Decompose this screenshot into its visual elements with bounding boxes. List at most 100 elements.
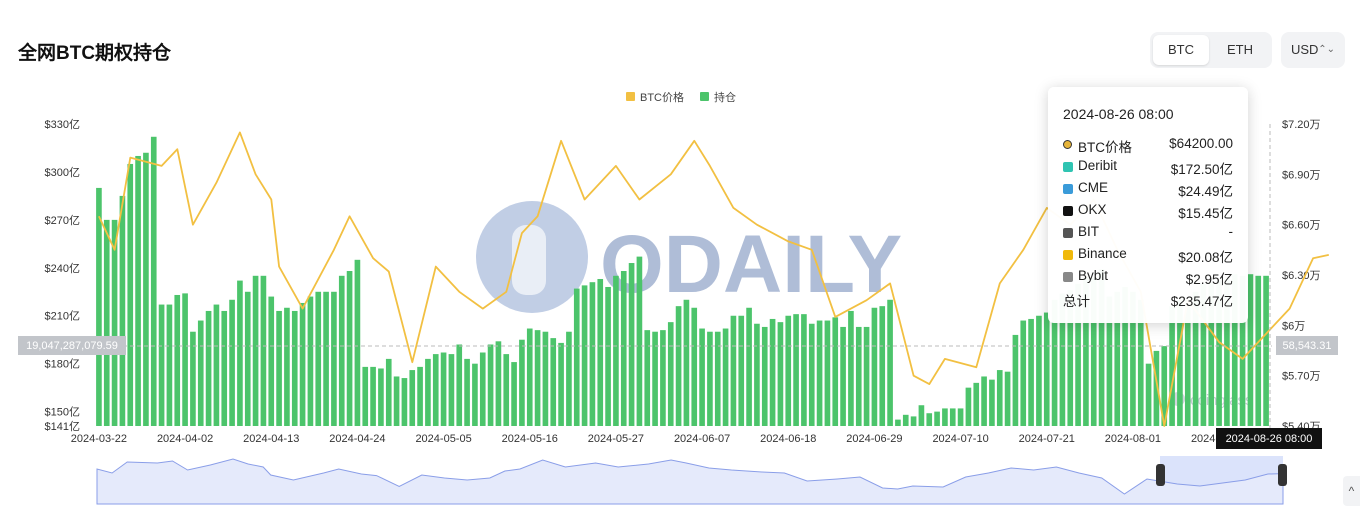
oi-bar [660,330,666,426]
oi-bar [1200,283,1207,426]
oi-bar [1122,286,1128,426]
oi-bar [652,331,658,426]
x-tick-label: 2024-05-27 [588,433,644,445]
x-tick-label: 2024-04-13 [243,433,299,445]
oi-bar [1184,299,1191,426]
oi-bar [573,288,580,426]
oi-bar [511,362,517,426]
oi-bar [605,286,611,426]
okx-icon [1063,206,1073,216]
tooltip-row: OKX $15.45亿 [1063,202,1233,222]
legend-price-swatch [626,92,635,101]
currency-value: USD [1291,42,1319,57]
tooltip-row-value: $2.95亿 [1185,272,1233,287]
oi-bar [127,163,134,426]
tooltip-row: Deribit $172.50亿 [1063,158,1233,178]
oi-bar [1192,291,1199,426]
oi-bar [808,323,815,426]
oi-bar [331,291,337,426]
oi-bar [1004,371,1011,426]
oi-bar [244,291,251,426]
oi-bar [354,259,361,426]
oi-bar [816,320,823,426]
oi-bar [667,322,674,426]
oi-bar [393,376,400,426]
oi-bar [863,326,870,426]
oi-bar [479,352,486,426]
oi-bar [730,315,737,426]
oi-bar [307,296,314,426]
oi-bar [378,368,384,426]
oi-bar [190,331,196,426]
y-right-tick-label: $6.90万 [1282,169,1321,181]
tooltip-row-name: CME [1078,180,1108,195]
x-tick-label: 2024-03-22 [71,433,127,445]
scroll-up-button[interactable]: ^ [1343,476,1360,506]
oi-bar [346,271,353,426]
oi-bar [691,307,698,426]
tooltip-row-name: OKX [1078,202,1107,217]
y-right-tick-label: $6万 [1282,320,1305,332]
oi-bar [213,304,220,426]
y-left-tick-label: $270亿 [45,214,80,227]
oi-bar [934,411,940,426]
oi-bar [926,413,933,426]
btc-tab[interactable]: BTC [1153,35,1209,65]
oi-bar [1208,282,1215,426]
oi-bar [871,307,878,426]
oi-bar [558,342,564,426]
oi-bar [1106,296,1113,426]
oi-bar [675,306,682,426]
x-tick-label: 2024-06-07 [674,433,730,445]
oi-bar [1028,318,1034,426]
oi-bar [542,331,549,426]
x-tick-label: 2024-06-18 [760,433,816,445]
navigator-left-handle [1156,464,1165,486]
oi-bar [1161,346,1168,426]
tooltip-row-name: BIT [1078,224,1100,239]
tooltip-row-name: 总计 [1063,294,1090,309]
oi-bar [746,307,752,426]
oi-bar [284,307,290,426]
oi-bar [981,376,987,426]
oi-bar [1153,350,1160,426]
oi-bar [1020,320,1027,426]
oi-bar [385,358,392,426]
oi-bar [942,408,948,426]
eth-tab[interactable]: ETH [1227,42,1253,57]
oi-bar [425,358,431,426]
oi-bar [754,323,760,426]
oi-bar [1169,306,1175,426]
oi-bar [777,322,784,426]
oi-bar [1043,312,1050,426]
bit-icon [1063,228,1073,238]
tooltip-row-value: $15.45亿 [1178,206,1233,221]
legend-price-label: BTC价格 [640,90,684,104]
x-tick-label: 2024-05-05 [415,433,471,445]
oi-bar [965,387,972,426]
currency-select[interactable]: USD ⌃⌄ [1281,32,1345,68]
cme-icon [1063,184,1073,194]
tooltip-row: BTC价格 $64200.00 [1063,136,1233,156]
tooltip-row: BIT - [1063,224,1233,244]
oi-bar [401,378,408,426]
tooltip-row-value: $172.50亿 [1170,162,1233,177]
oi-bar [299,302,306,426]
oi-bar [628,263,635,426]
oi-bar [1224,278,1230,426]
oi-bar [824,320,831,426]
oi-bar [182,293,188,426]
oi-bar [636,256,643,426]
tooltip-row-value: $64200.00 [1169,136,1233,151]
oi-bar [143,152,149,426]
oi-bar [949,408,956,426]
oi-bar [597,278,604,426]
oi-bar [581,285,588,426]
oi-bar [197,320,204,426]
y-left-tick-label: $210亿 [45,310,80,323]
oi-bar [566,331,572,426]
crosshair-left-box [18,336,126,355]
y-left-tick-label: $150亿 [45,406,80,419]
y-left-tick-label: $180亿 [45,358,80,371]
tooltip-row: Bybit $2.95亿 [1063,268,1233,288]
